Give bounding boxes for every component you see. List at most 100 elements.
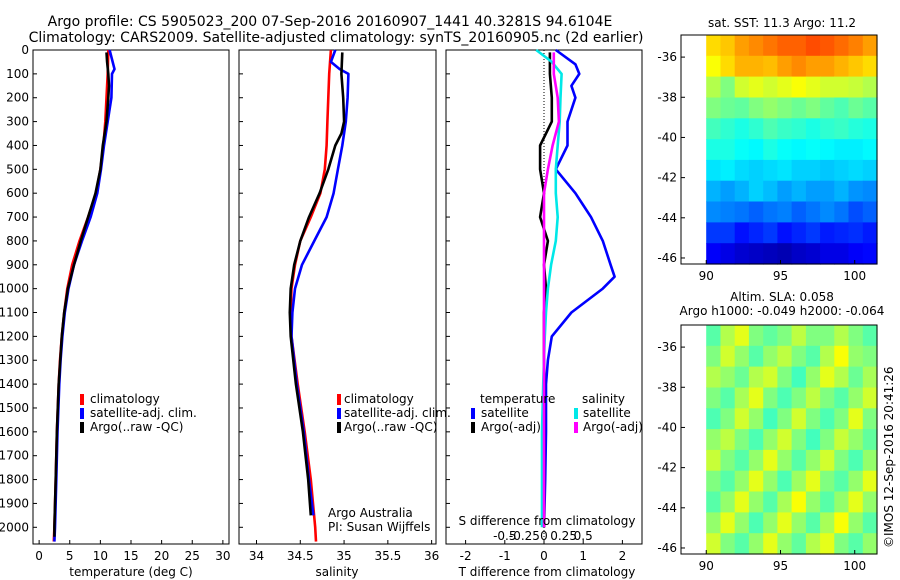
heatmap-cell <box>706 159 721 182</box>
depth-tick-label: 2000 <box>0 520 29 534</box>
depth-tick-label: 1400 <box>0 377 29 391</box>
heatmap-cell <box>848 491 864 513</box>
heatmap-cell <box>848 180 864 203</box>
heatmap-cell <box>848 55 864 78</box>
x-tick-label: 20 <box>154 549 169 563</box>
heatmap-cell <box>748 345 764 368</box>
heatmap-cell <box>791 97 807 119</box>
heatmap-cell <box>862 366 878 388</box>
heatmap-cell <box>848 139 864 161</box>
heatmap-cell <box>862 55 878 78</box>
depth-tick-label: 200 <box>6 91 29 105</box>
heatmap-cell <box>862 449 878 472</box>
heatmap-cell <box>734 449 750 472</box>
heatmap-cell <box>791 55 807 78</box>
heatmap-cell <box>763 491 778 513</box>
salinity-axis-label: salinity <box>315 565 358 579</box>
heatmap-cell <box>834 449 850 472</box>
heatmap-cell <box>706 429 721 451</box>
latitude-tick-label: -46 <box>657 541 677 555</box>
legend-swatch-argo <box>337 422 341 433</box>
heatmap-cell <box>805 449 821 472</box>
legend-label-argo: Argo(..raw -QC) <box>344 420 437 434</box>
depth-tick-label: 300 <box>6 115 29 129</box>
heatmap-cell <box>720 449 736 472</box>
heatmap-cell <box>805 387 821 409</box>
heatmap-cell <box>862 97 878 119</box>
heatmap-cell <box>706 491 721 513</box>
heatmap-cell <box>734 366 750 388</box>
heatmap-cell <box>720 533 736 555</box>
heatmap-cell <box>748 180 764 203</box>
heatmap-cell <box>805 201 821 223</box>
series-line-argo-raw-qc <box>53 52 111 537</box>
temperature-axes-frame <box>32 49 230 545</box>
latitude-tick-label: -38 <box>657 90 677 104</box>
x-tick-label: 36 <box>424 549 439 563</box>
heatmap-cell <box>763 408 778 430</box>
s-diff-tick-label: 0.25 <box>550 529 577 543</box>
x-tick-label: 35 <box>336 549 351 563</box>
heatmap-cell <box>748 512 764 534</box>
heatmap-cell <box>834 408 850 430</box>
heatmap-cell <box>791 325 807 347</box>
sla-map-frame <box>680 324 878 555</box>
figure-title-line2: Climatology: CARS2009. Satellite-adjuste… <box>29 30 644 46</box>
heatmap-cell <box>820 345 835 368</box>
heatmap-cell <box>777 429 793 451</box>
salinity-ticks: 34 34.5 35 35.5 36 <box>239 49 439 563</box>
heatmap-cell <box>805 366 821 388</box>
heatmap-cell <box>834 345 850 368</box>
latitude-tick-label: -40 <box>657 420 677 434</box>
heatmap-cell <box>834 243 850 265</box>
heatmap-cell <box>834 222 850 244</box>
heatmap-cell <box>777 55 793 78</box>
heatmap-cell <box>720 366 736 388</box>
heatmap-cell <box>791 387 807 409</box>
heatmap-cell <box>748 159 764 182</box>
heatmap-cell <box>777 180 793 203</box>
heatmap-cell <box>862 325 878 347</box>
x-tick-label: 1 <box>579 549 587 563</box>
longitude-tick-label: 100 <box>843 559 866 573</box>
heatmap-cell <box>763 366 778 388</box>
heatmap-cell <box>805 180 821 203</box>
heatmap-cell <box>777 35 793 57</box>
heatmap-cell <box>791 366 807 388</box>
heatmap-cell <box>791 449 807 472</box>
sst-map-title: sat. SST: 11.3 Argo: 11.2 <box>708 16 856 30</box>
x-tick-label: -1 <box>499 549 511 563</box>
heatmap-cell <box>777 159 793 182</box>
heatmap-cell <box>805 222 821 244</box>
sst-map-frame <box>680 34 878 265</box>
heatmap-cell <box>748 429 764 451</box>
s-diff-tick-label: -0.25 <box>509 529 540 543</box>
heatmap-cell <box>834 76 850 98</box>
heatmap-cell <box>734 139 750 161</box>
heatmap-cell <box>748 449 764 472</box>
heatmap-cell <box>706 139 721 161</box>
heatmap-cell <box>834 139 850 161</box>
heatmap-cell <box>848 159 864 182</box>
legend-label-salinity-satellite: satellite <box>583 406 631 420</box>
legend-swatch-salinity-satellite <box>574 408 578 419</box>
heatmap-cell <box>748 243 764 265</box>
heatmap-cell <box>805 35 821 57</box>
heatmap-cell <box>734 512 750 534</box>
heatmap-cell <box>706 366 721 388</box>
depth-tick-label: 900 <box>6 258 29 272</box>
sst-map-ticks: 90 95 100 -36 -38 -40 -42 -44 -46 <box>657 50 866 283</box>
heatmap-cell <box>734 76 750 98</box>
heatmap-cell <box>763 118 778 140</box>
heatmap-cell <box>820 222 835 244</box>
depth-tick-label: 700 <box>6 210 29 224</box>
latitude-tick-label: -38 <box>657 380 677 394</box>
depth-tick-label: 1000 <box>0 282 29 296</box>
heatmap-cell <box>805 243 821 265</box>
heatmap-cell <box>720 55 736 78</box>
legend-swatch-temperature-satellite <box>471 408 475 419</box>
legend-label-climatology: climatology <box>344 392 414 406</box>
heatmap-cell <box>763 470 778 493</box>
heatmap-cell <box>706 345 721 368</box>
heatmap-cell <box>734 118 750 140</box>
